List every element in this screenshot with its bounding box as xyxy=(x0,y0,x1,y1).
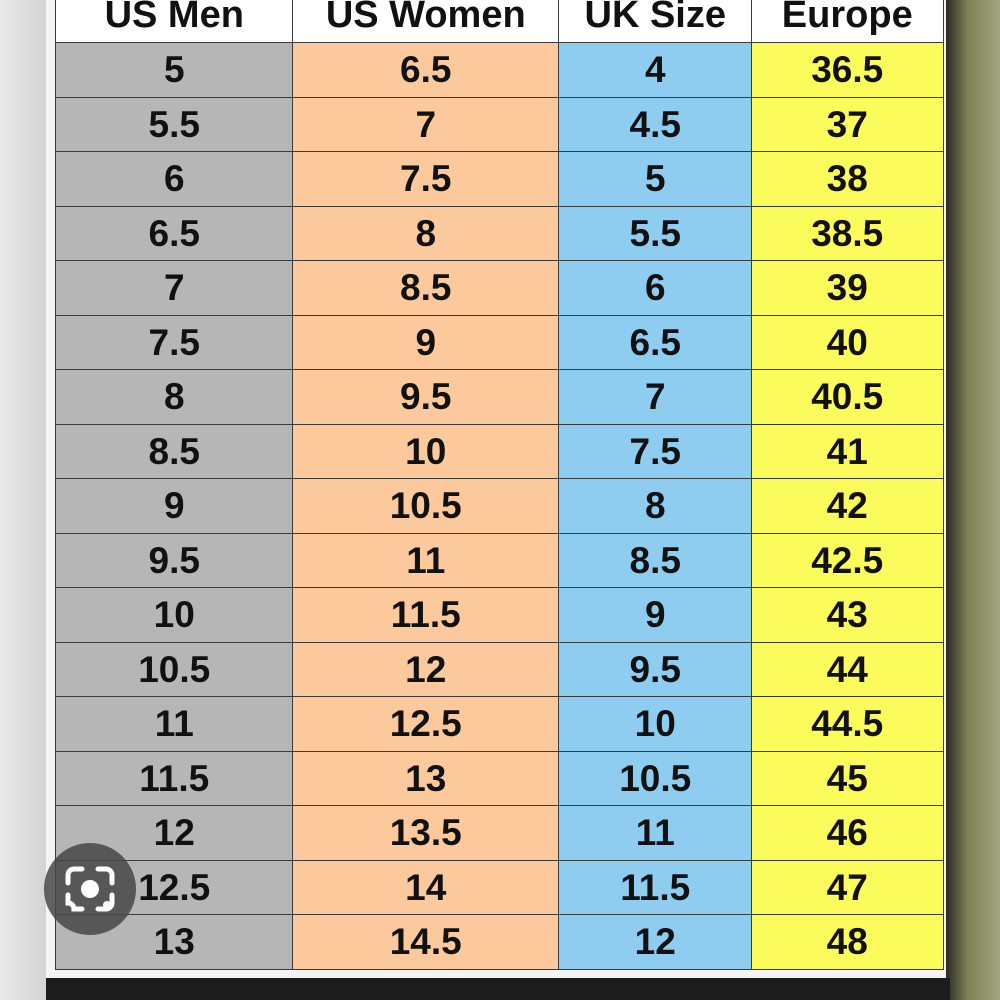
bottom-bar xyxy=(46,978,950,1000)
table-cell: 13 xyxy=(292,750,560,807)
table-cell: 9.5 xyxy=(292,369,560,425)
table-cell: 4 xyxy=(558,42,753,98)
table-cell: 6 xyxy=(55,151,294,207)
table-cell: 8 xyxy=(558,478,753,534)
table-cell: 5 xyxy=(55,42,294,98)
table-cell: 6.5 xyxy=(55,205,294,262)
column-header: UK Size xyxy=(558,0,753,44)
table-cell: 8.5 xyxy=(558,532,753,589)
table-cell: 8.5 xyxy=(292,260,560,316)
table-cell: 5.5 xyxy=(558,205,753,262)
table-cell: 14.5 xyxy=(292,914,560,970)
table-cell: 43 xyxy=(751,587,944,643)
table-cell: 13.5 xyxy=(292,805,560,861)
table-cell: 42.5 xyxy=(751,532,944,589)
table-cell: 10.5 xyxy=(55,641,294,698)
table-cell: 7.5 xyxy=(55,314,294,371)
table-cell: 7.5 xyxy=(558,423,753,480)
background-left xyxy=(0,0,46,1000)
table-cell: 12.5 xyxy=(292,696,560,752)
table-cell: 7 xyxy=(292,96,560,153)
table-cell: 37 xyxy=(751,96,944,153)
table-cell: 11.5 xyxy=(55,750,294,807)
table-cell: 10.5 xyxy=(292,478,560,534)
table-cell: 11.5 xyxy=(558,859,753,916)
table-cell: 5 xyxy=(558,151,753,207)
table-cell: 48 xyxy=(751,914,944,970)
table-cell: 12 xyxy=(55,805,294,861)
table-cell: 11.5 xyxy=(292,587,560,643)
column-header: Europe xyxy=(751,0,944,44)
table-cell: 38 xyxy=(751,151,944,207)
table-cell: 4.5 xyxy=(558,96,753,153)
table-cell: 8 xyxy=(55,369,294,425)
table-cell: 38.5 xyxy=(751,205,944,262)
table-cell: 8.5 xyxy=(55,423,294,480)
table-cell: 45 xyxy=(751,750,944,807)
table-cell: 7 xyxy=(558,369,753,425)
table-cell: 47 xyxy=(751,859,944,916)
table-cell: 44 xyxy=(751,641,944,698)
table-cell: 9.5 xyxy=(55,532,294,589)
table-cell: 6.5 xyxy=(558,314,753,371)
table-cell: 10 xyxy=(55,587,294,643)
table-cell: 40 xyxy=(751,314,944,371)
background-right xyxy=(946,0,1000,1000)
table-cell: 9 xyxy=(558,587,753,643)
table-cell: 8 xyxy=(292,205,560,262)
table-cell: 36.5 xyxy=(751,42,944,98)
lens-button[interactable] xyxy=(44,843,136,935)
column-header: US Women xyxy=(292,0,560,44)
column-header: US Men xyxy=(55,0,294,44)
table-cell: 41 xyxy=(751,423,944,480)
table-cell: 12 xyxy=(558,914,753,970)
table-cell: 9.5 xyxy=(558,641,753,698)
table-cell: 14 xyxy=(292,859,560,916)
table-cell: 9 xyxy=(292,314,560,371)
table-cell: 10 xyxy=(558,696,753,752)
table-cell: 39 xyxy=(751,260,944,316)
lens-icon xyxy=(65,866,115,912)
table-cell: 10 xyxy=(292,423,560,480)
table-cell: 6.5 xyxy=(292,42,560,98)
table-cell: 46 xyxy=(751,805,944,861)
table-cell: 7.5 xyxy=(292,151,560,207)
table-cell: 11 xyxy=(558,805,753,861)
table-cell: 11 xyxy=(55,696,294,752)
table-cell: 44.5 xyxy=(751,696,944,752)
table-cell: 7 xyxy=(55,260,294,316)
table-cell: 10.5 xyxy=(558,750,753,807)
table-cell: 9 xyxy=(55,478,294,534)
table-cell: 12 xyxy=(292,641,560,698)
table-cell: 6 xyxy=(558,260,753,316)
table-cell: 11 xyxy=(292,532,560,589)
table-cell: 5.5 xyxy=(55,96,294,153)
table-cell: 42 xyxy=(751,478,944,534)
table-cell: 40.5 xyxy=(751,369,944,425)
